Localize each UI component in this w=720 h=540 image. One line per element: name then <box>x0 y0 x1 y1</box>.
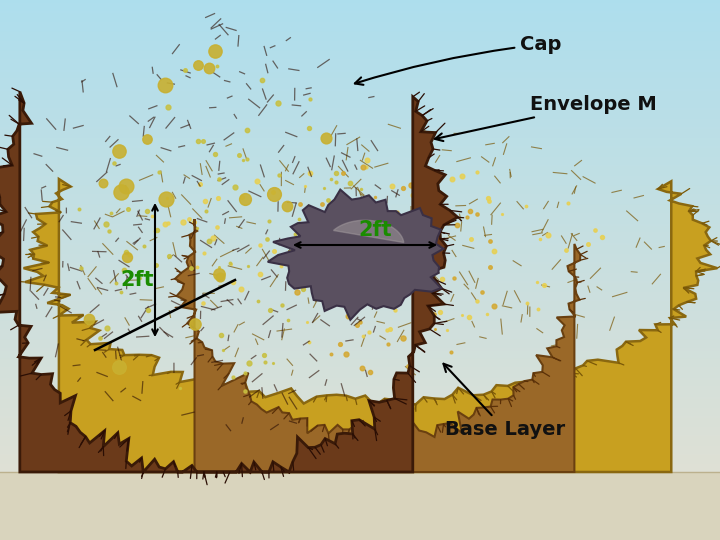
Polygon shape <box>333 220 404 242</box>
Polygon shape <box>24 179 717 472</box>
Polygon shape <box>0 92 458 472</box>
Text: Base Layer: Base Layer <box>444 364 565 439</box>
Polygon shape <box>175 219 580 472</box>
Text: 2ft: 2ft <box>358 220 392 240</box>
Text: Envelope M: Envelope M <box>435 95 657 141</box>
Polygon shape <box>268 190 444 320</box>
Text: 2ft: 2ft <box>120 270 154 290</box>
Text: Cap: Cap <box>355 35 562 85</box>
